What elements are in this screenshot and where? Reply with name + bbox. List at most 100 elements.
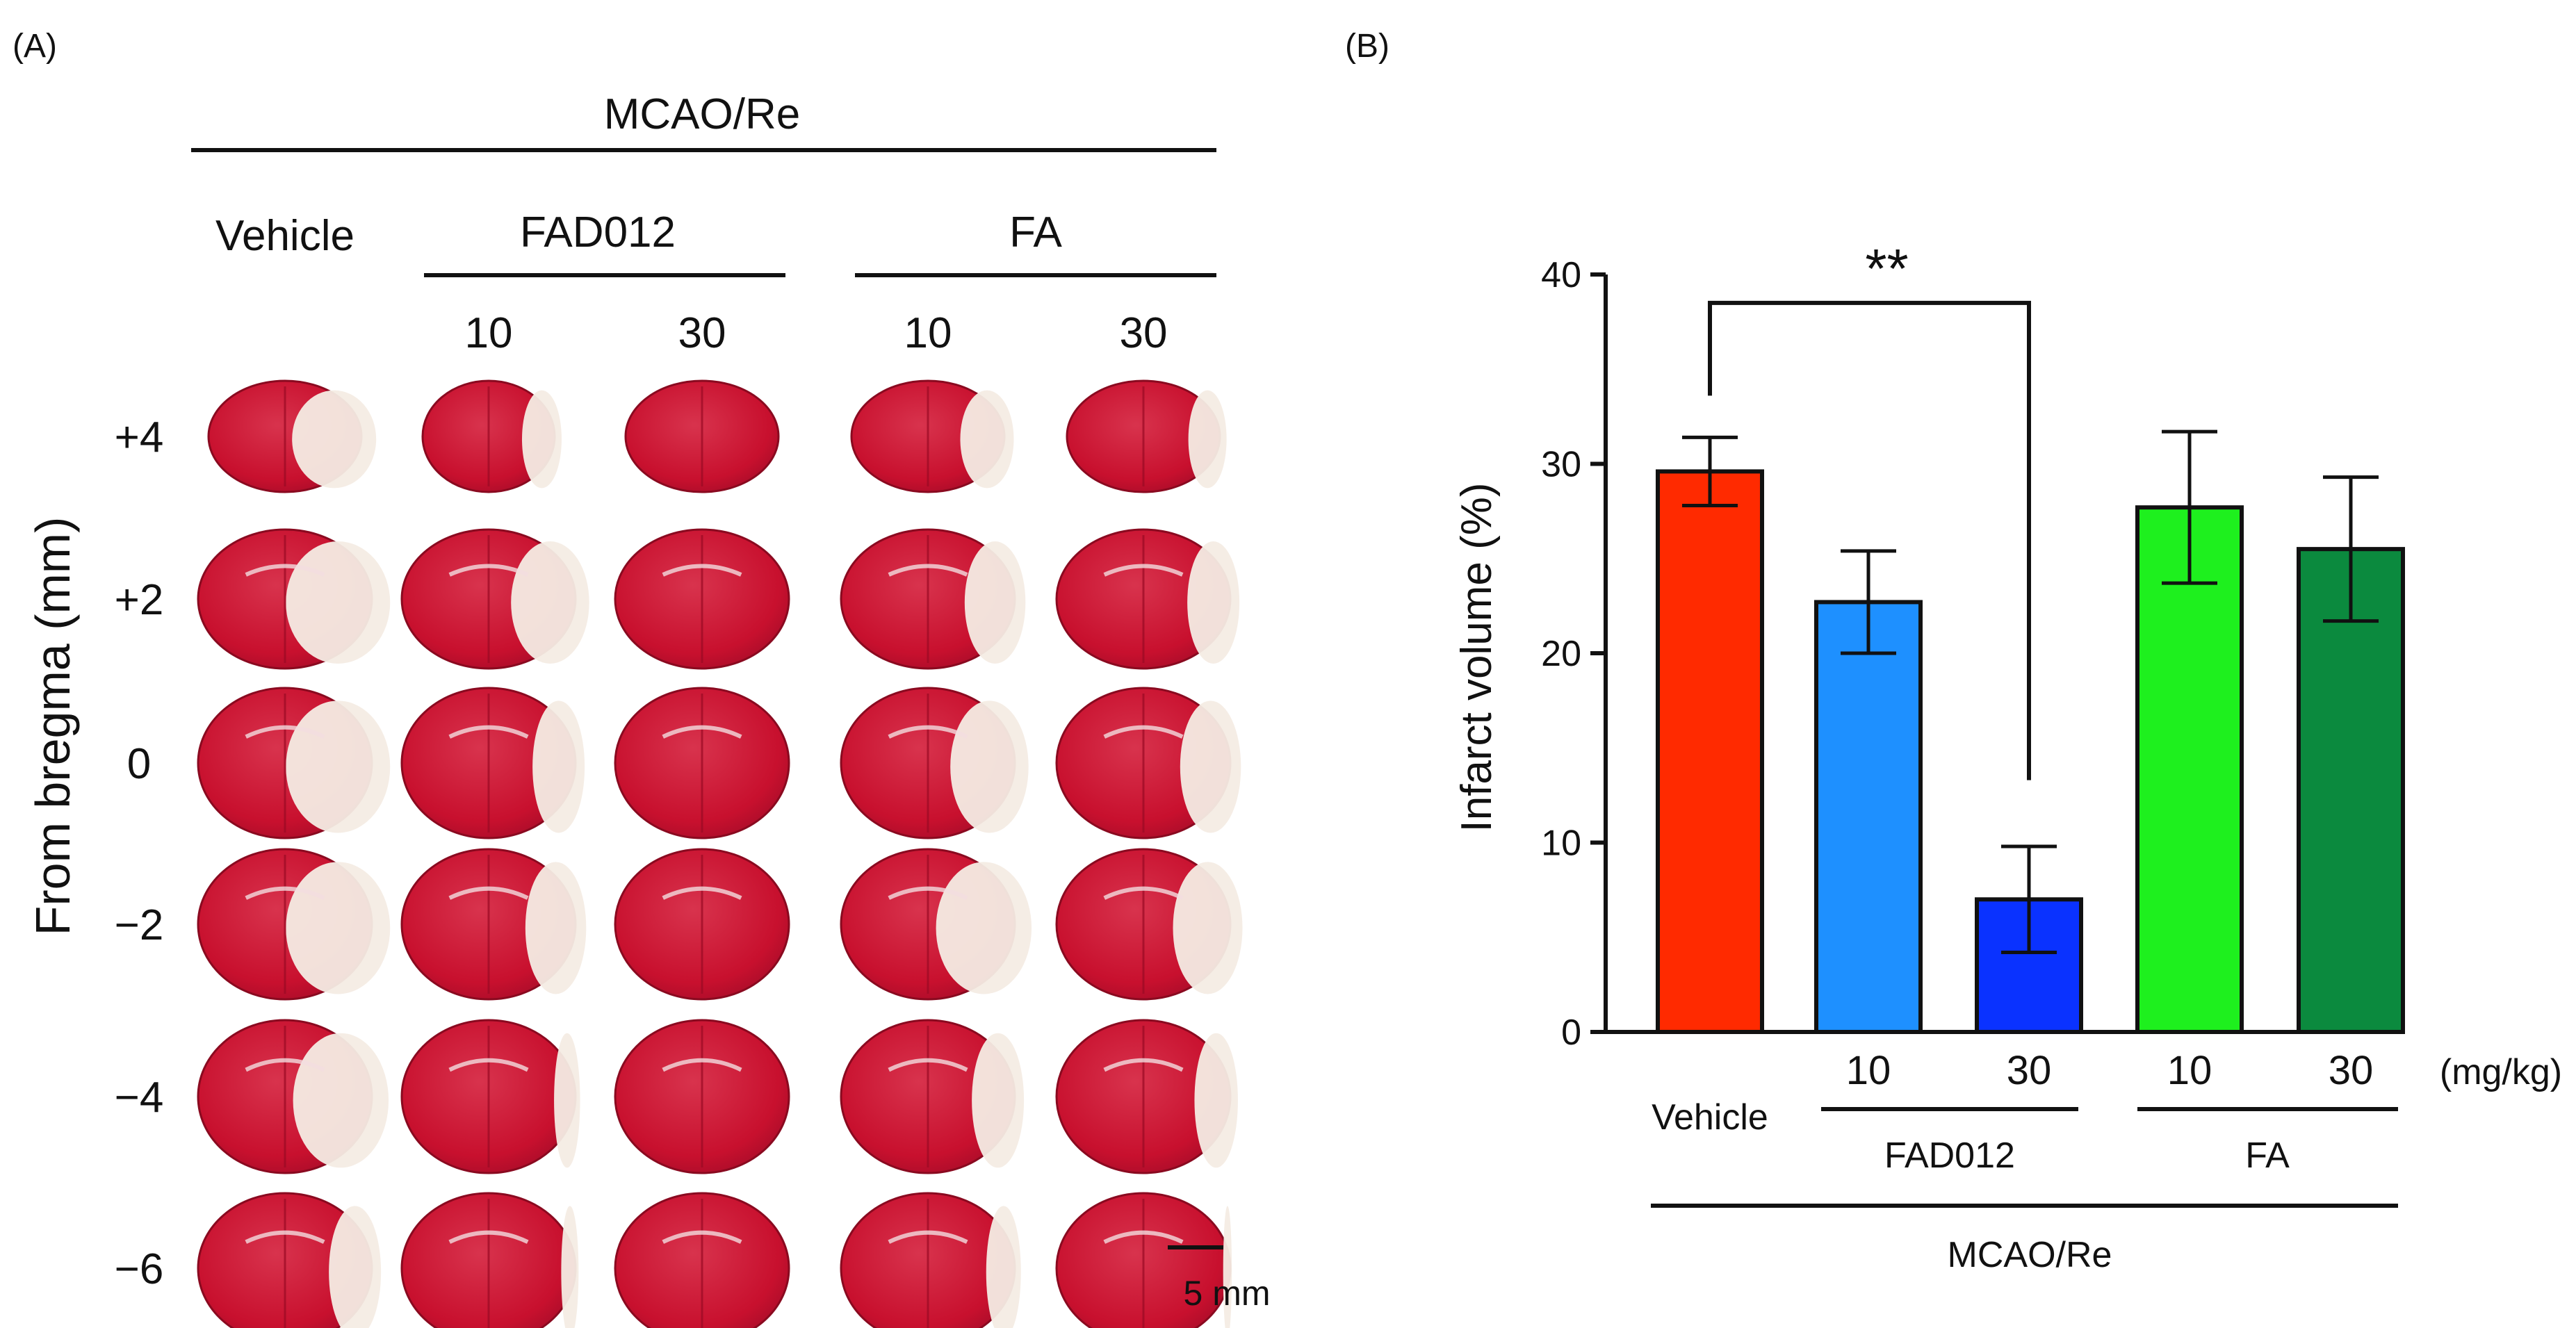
infarct-region [936,862,1032,994]
bregma-row-label: −6 [115,1245,164,1293]
panel-a-label: (A) [13,28,57,65]
brain-slice [840,1019,1025,1174]
brain-slice [1055,687,1241,839]
corpus-callosum [245,725,325,739]
corpus-callosum [1103,564,1184,577]
brain-slice [400,528,589,670]
dose-label-a: 30 [1120,309,1168,357]
brain-slice [850,379,1014,493]
brain-slice [840,848,1032,1001]
brain-slice [197,528,391,670]
brain-slice [614,687,790,839]
infarct-region [1180,700,1241,833]
corpus-callosum [662,1230,742,1244]
corpus-callosum [448,886,529,900]
corpus-callosum [245,1058,325,1072]
header-vehicle: Vehicle [215,212,354,260]
brain-slice [840,528,1026,670]
brain-slice [624,379,780,493]
corpus-callosum [888,725,968,739]
infarct-region [329,1206,382,1328]
infarct-region [293,1033,389,1168]
infarct-region [286,862,391,994]
corpus-callosum [888,564,968,577]
brain-slice [207,379,377,493]
brain-slice [400,1192,579,1328]
corpus-callosum [245,1230,325,1244]
y-axis-title: Infarct volume (%) [1453,482,1501,832]
x-label-fad012: FAD012 [1884,1136,2015,1176]
row-labels: +4 +2 0 −2 −4 −6 [115,413,164,1293]
significance-marker: ** [1865,238,1908,300]
y-tick-label: 0 [1561,1013,1581,1053]
bregma-row-label: 0 [127,740,151,788]
corpus-callosum [448,564,529,577]
infarct-region [292,390,377,489]
infarct-region [286,541,391,664]
corpus-callosum [448,1058,529,1072]
brain-slice [614,1192,790,1328]
brain-slice [1066,379,1227,493]
infarct-region [986,1206,1021,1328]
y-tick-label: 10 [1541,823,1581,864]
corpus-callosum [662,1058,742,1072]
bar [2297,547,2405,1034]
x-label-vehicle: Vehicle [1652,1097,1768,1138]
corpus-callosum [1103,1058,1184,1072]
dose-label-a: 10 [465,309,513,357]
bar [1656,469,1764,1034]
infarct-region [1188,390,1227,489]
mcao-group-label-a: MCAO/Re [604,90,800,138]
infarct-region [511,541,589,664]
mcao-group-label-b: MCAO/Re [1948,1235,2112,1275]
infarct-region [521,390,562,489]
brain-slice [1055,1019,1238,1174]
bar [1814,600,1923,1034]
bregma-axis-label: From bregma (mm) [26,517,80,936]
brain-slice [400,1019,580,1174]
infarct-region [554,1033,580,1168]
unit-label: (mg/kg) [2440,1052,2562,1092]
corpus-callosum [888,1230,968,1244]
bregma-row-label: −4 [115,1074,164,1122]
brain-slice-grid [197,379,1243,1328]
significance-bracket [1708,300,2031,780]
brain-slice [400,687,585,839]
panel-b-label: (B) [1345,28,1389,65]
brain-slice [1055,848,1243,1001]
y-tick-label: 40 [1541,255,1581,295]
infarct-region [1187,541,1240,664]
corpus-callosum [662,725,742,739]
corpus-callosum [448,725,529,739]
corpus-callosum [662,564,742,577]
brain-slice [614,1019,790,1174]
brain-slice [197,1192,382,1328]
infarct-region [286,700,391,833]
header-fa: FA [1009,208,1062,256]
corpus-callosum [1103,725,1184,739]
panel-b: (B) Infarct volume (%) 0 10 20 30 40 ** Vehic… [1345,28,2562,1275]
corpus-callosum [662,886,742,900]
corpus-callosum [888,1058,968,1072]
x-dose-label: 30 [2329,1048,2374,1093]
panel-a: (A) MCAO/Re Vehicle FAD012 FA 10 30 10 3… [13,28,1271,1328]
bregma-row-label: +2 [115,576,164,624]
brain-slice [197,1019,389,1174]
brain-slice [614,848,790,1001]
corpus-callosum [245,886,325,900]
infarct-region [1194,1033,1238,1168]
brain-slice [421,379,562,493]
x-dose-label: 10 [1846,1048,1891,1093]
brain-slice [1055,528,1240,670]
corpus-callosum [245,564,325,577]
scale-bar-label: 5 mm [1184,1274,1271,1313]
corpus-callosum [1103,1230,1184,1244]
bar-chart: 0 10 20 30 40 ** [1541,238,2405,1053]
infarct-region [950,700,1029,833]
bregma-row-label: −2 [115,901,164,949]
x-dose-label: 10 [2167,1048,2212,1093]
infarct-region [525,862,587,994]
corpus-callosum [1103,886,1184,900]
infarct-region [972,1033,1025,1168]
